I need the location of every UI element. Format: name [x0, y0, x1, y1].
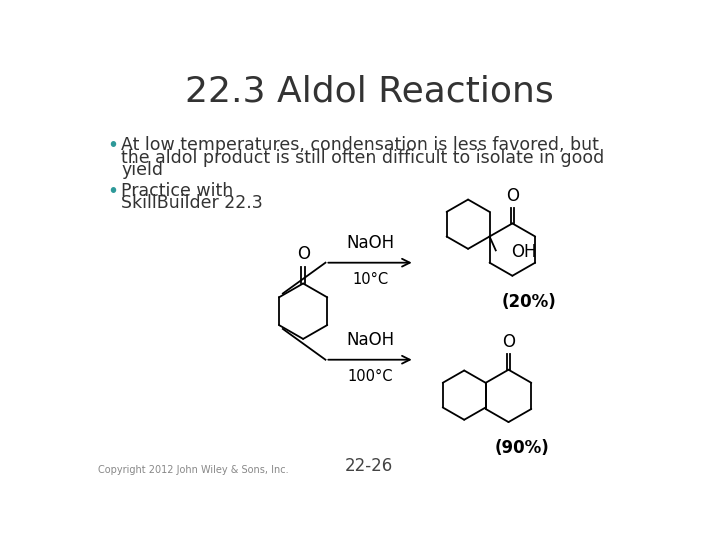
Text: OH: OH — [511, 243, 536, 261]
Text: •: • — [107, 182, 118, 201]
Text: 10°C: 10°C — [352, 272, 388, 287]
Text: O: O — [297, 246, 310, 264]
Text: 100°C: 100°C — [347, 369, 393, 384]
Text: Practice with: Practice with — [121, 182, 233, 200]
Text: 22.3 Aldol Reactions: 22.3 Aldol Reactions — [184, 75, 554, 109]
Text: Copyright 2012 John Wiley & Sons, Inc.: Copyright 2012 John Wiley & Sons, Inc. — [98, 465, 289, 475]
Text: yield: yield — [121, 161, 163, 179]
Text: 22-26: 22-26 — [345, 457, 393, 475]
Text: (90%): (90%) — [495, 439, 550, 457]
Text: NaOH: NaOH — [346, 331, 394, 349]
Text: At low temperatures, condensation is less favored, but: At low temperatures, condensation is les… — [121, 137, 599, 154]
Text: O: O — [506, 187, 519, 205]
Text: NaOH: NaOH — [346, 234, 394, 252]
Text: •: • — [107, 137, 118, 156]
Text: O: O — [502, 333, 515, 351]
Text: the aldol product is still often difficult to isolate in good: the aldol product is still often difficu… — [121, 148, 604, 167]
Text: SkillBuilder 22.3: SkillBuilder 22.3 — [121, 194, 263, 212]
Text: (20%): (20%) — [502, 293, 557, 310]
